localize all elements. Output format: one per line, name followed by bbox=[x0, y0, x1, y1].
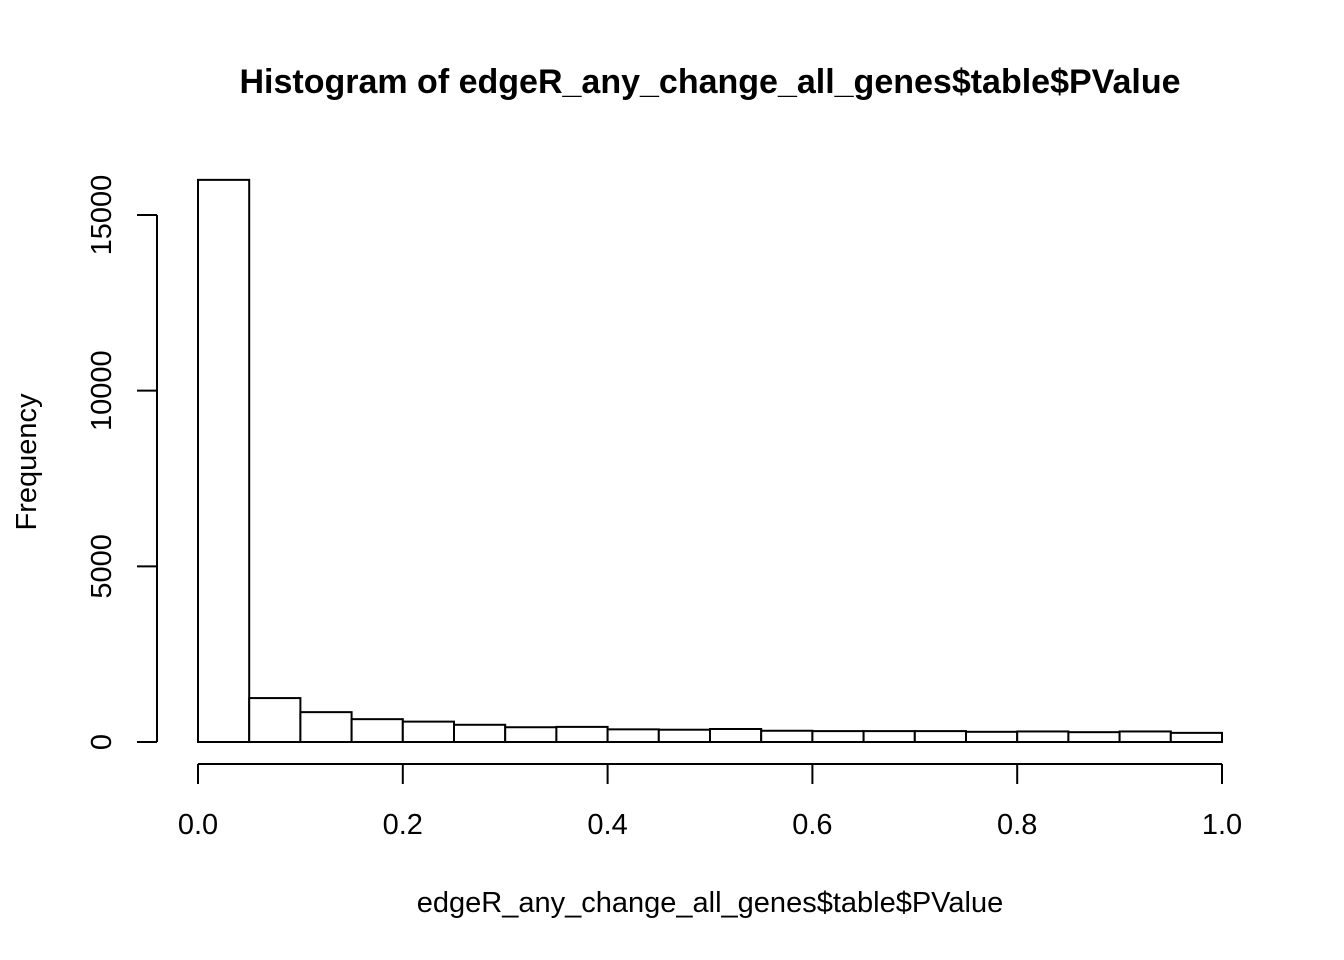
chart-title: Histogram of edgeR_any_change_all_genes$… bbox=[239, 63, 1180, 101]
histogram-bar bbox=[965, 730, 1019, 744]
histogram-bar bbox=[760, 729, 814, 743]
histogram-bar bbox=[1118, 730, 1172, 744]
x-tick-label: 0.2 bbox=[383, 809, 423, 841]
histogram-bar bbox=[401, 720, 455, 744]
histogram-bar bbox=[299, 711, 353, 743]
y-tick-label: 0 bbox=[86, 734, 118, 750]
x-tick-label: 0.4 bbox=[587, 809, 627, 841]
y-tick-label: 5000 bbox=[86, 534, 118, 599]
histogram-bar bbox=[1067, 731, 1121, 743]
y-tick-label: 15000 bbox=[86, 175, 118, 256]
histogram-bar bbox=[913, 730, 967, 743]
y-tick-label: 10000 bbox=[86, 350, 118, 431]
histogram-bar bbox=[657, 728, 711, 743]
histogram-bar bbox=[606, 728, 660, 743]
histogram-bar bbox=[555, 725, 609, 743]
histogram-bar bbox=[1169, 731, 1224, 744]
histogram-bar bbox=[350, 718, 404, 743]
histogram-bar bbox=[504, 726, 558, 744]
histogram-bar bbox=[811, 730, 865, 743]
x-tick-label: 1.0 bbox=[1202, 809, 1242, 841]
x-axis-label: edgeR_any_change_all_genes$table$PValue bbox=[417, 887, 1003, 919]
bars-group bbox=[197, 178, 1224, 744]
histogram-bar bbox=[1016, 730, 1070, 744]
x-tick-label: 0.6 bbox=[792, 809, 832, 841]
x-tick-label: 0.0 bbox=[178, 809, 218, 841]
x-axis: 0.0 0.2 0.4 0.6 0.8 1.0 bbox=[178, 763, 1242, 841]
histogram-bar bbox=[197, 178, 251, 744]
histogram-bar bbox=[709, 728, 763, 744]
histogram-bar bbox=[248, 697, 302, 743]
histogram-bar bbox=[862, 730, 916, 743]
histogram-bar bbox=[453, 723, 507, 744]
x-tick-label: 0.8 bbox=[997, 809, 1037, 841]
y-axis: 0 5000 10000 15000 bbox=[86, 175, 158, 750]
y-axis-label: Frequency bbox=[11, 393, 43, 531]
